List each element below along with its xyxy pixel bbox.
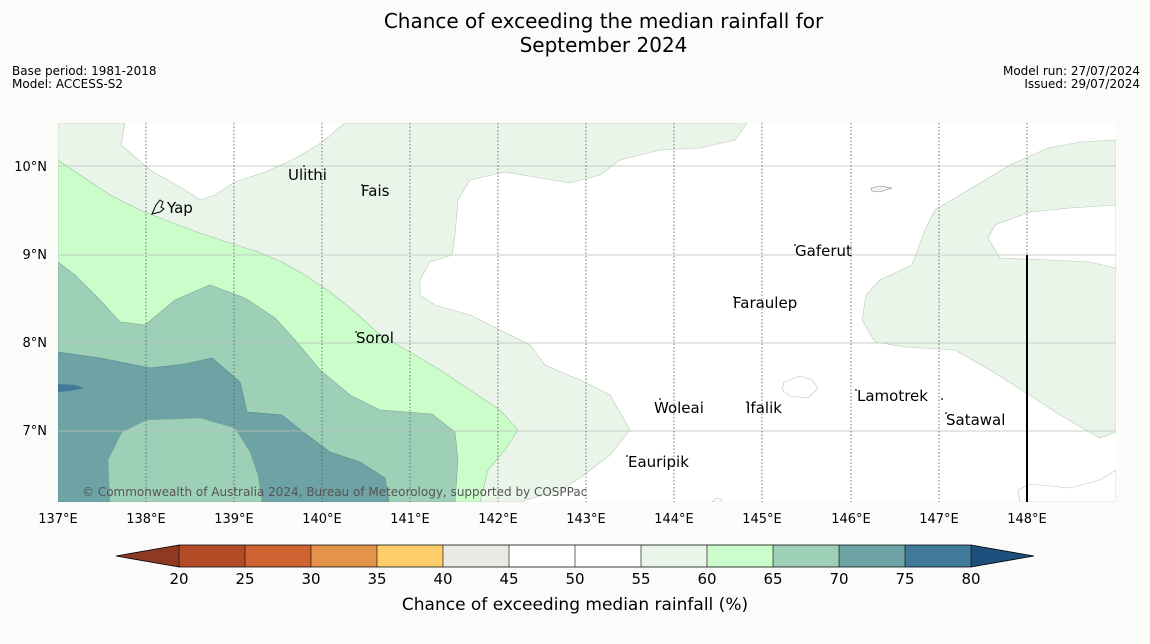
colorbar-tick-50: 50 bbox=[565, 570, 584, 588]
region-low-hole-east bbox=[987, 204, 1116, 269]
place-woleai: Woleai bbox=[654, 399, 704, 417]
region-low-hole-corner bbox=[1017, 469, 1116, 502]
colorbar: 20 25 30 35 40 45 50 55 60 65 70 75 80 C… bbox=[115, 544, 1035, 615]
region-low-hole-small bbox=[781, 375, 819, 399]
colorbar-segment-25-30 bbox=[245, 545, 311, 567]
lat-label-7n: 7°N bbox=[23, 424, 48, 439]
lon-label-148e: 148°E bbox=[1007, 512, 1047, 527]
title-line-1: Chance of exceeding the median rainfall … bbox=[383, 9, 824, 33]
map-title: Chance of exceeding the median rainfall … bbox=[0, 9, 1150, 57]
lon-label-137e: 137°E bbox=[38, 512, 78, 527]
colorbar-segment-50-55 bbox=[575, 545, 641, 567]
lon-label-145e: 145°E bbox=[742, 512, 782, 527]
colorbar-segment-40-45 bbox=[443, 545, 509, 567]
colorbar-tick-65: 65 bbox=[763, 570, 782, 588]
place-fais: Fais bbox=[361, 182, 390, 200]
colorbar-high-extension bbox=[971, 545, 1034, 567]
marker-gaferut bbox=[794, 244, 796, 246]
colorbar-segment-55-60 bbox=[641, 545, 707, 567]
marker-ifalik bbox=[746, 401, 748, 403]
colorbar-tick-35: 35 bbox=[367, 570, 386, 588]
lat-label-9n: 9°N bbox=[23, 248, 48, 263]
lat-label-10n: 10°N bbox=[14, 160, 47, 175]
colorbar-tick-45: 45 bbox=[499, 570, 518, 588]
place-satawal: Satawal bbox=[946, 411, 1005, 429]
lat-label-8n: 8°N bbox=[23, 336, 48, 351]
region-75-80 bbox=[58, 384, 84, 392]
island-north-east bbox=[870, 185, 893, 193]
colorbar-segment-75-80 bbox=[905, 545, 971, 567]
marker-sorol bbox=[355, 331, 357, 333]
lon-label-141e: 141°E bbox=[390, 512, 430, 527]
colorbar-tick-40: 40 bbox=[433, 570, 452, 588]
lon-labels: 137°E 138°E 139°E 140°E 141°E 142°E 143°… bbox=[38, 512, 1047, 527]
place-eauripik: Eauripik bbox=[628, 453, 689, 471]
colorbar-tick-30: 30 bbox=[301, 570, 320, 588]
copyright-notice: © Commonwealth of Australia 2024, Bureau… bbox=[82, 485, 587, 499]
colorbar-tick-75: 75 bbox=[895, 570, 914, 588]
colorbar-tick-55: 55 bbox=[631, 570, 650, 588]
region-65-70-pocket bbox=[107, 417, 263, 502]
model-name: Model: ACCESS-S2 bbox=[12, 77, 124, 91]
island-yap-outline bbox=[151, 199, 165, 215]
lon-label-140e: 140°E bbox=[302, 512, 342, 527]
island-south-edge bbox=[711, 497, 723, 502]
colorbar-title: Chance of exceeding median rainfall (%) bbox=[402, 595, 748, 615]
lon-label-144e: 144°E bbox=[654, 512, 694, 527]
marker-eauripik bbox=[626, 455, 628, 457]
lon-grid bbox=[145, 123, 940, 502]
run-info: Model run: 27/07/2024 Issued: 29/07/2024 bbox=[1003, 65, 1140, 91]
issued-date: Issued: 29/07/2024 bbox=[1024, 77, 1140, 91]
lon-label-142e: 142°E bbox=[478, 512, 518, 527]
colorbar-segment-30-35 bbox=[311, 545, 377, 567]
colorbar-tick-20: 20 bbox=[169, 570, 188, 588]
base-info: Base period: 1981-2018 Model: ACCESS-S2 bbox=[12, 65, 157, 91]
colorbar-tick-70: 70 bbox=[829, 570, 848, 588]
lon-label-138e: 138°E bbox=[126, 512, 166, 527]
base-period: Base period: 1981-2018 bbox=[12, 64, 157, 78]
place-gaferut: Gaferut bbox=[795, 242, 852, 260]
lon-label-139e: 139°E bbox=[214, 512, 254, 527]
title-line-2: September 2024 bbox=[519, 33, 688, 57]
model-run: Model run: 27/07/2024 bbox=[1002, 64, 1140, 78]
colorbar-tick-25: 25 bbox=[235, 570, 254, 588]
marker-woleai bbox=[659, 398, 661, 400]
colorbar-tick-80: 80 bbox=[961, 570, 980, 588]
place-sorol: Sorol bbox=[356, 329, 394, 347]
island-markers bbox=[303, 165, 947, 457]
lon-label-147e: 147°E bbox=[919, 512, 959, 527]
marker-ulithi bbox=[303, 165, 305, 167]
marker-lamotrek-east bbox=[941, 398, 943, 400]
colorbar-segment-35-40 bbox=[377, 545, 443, 567]
lon-label-143e: 143°E bbox=[566, 512, 606, 527]
marker-fais bbox=[361, 184, 363, 186]
colorbar-low-extension bbox=[116, 545, 179, 567]
place-ifalik: Ifalik bbox=[746, 399, 782, 417]
colorbar-segment-60-65 bbox=[707, 545, 773, 567]
place-yap: Yap bbox=[166, 199, 193, 217]
place-lamotrek: Lamotrek bbox=[857, 387, 928, 405]
place-ulithi: Ulithi bbox=[288, 166, 327, 184]
colorbar-segment-20-25 bbox=[179, 545, 245, 567]
lon-label-146e: 146°E bbox=[831, 512, 871, 527]
marker-satawal bbox=[945, 412, 947, 414]
colorbar-dividers bbox=[178, 545, 972, 567]
map-panel bbox=[58, 123, 1116, 502]
marker-lamotrek bbox=[855, 389, 857, 391]
colorbar-segment-45-50 bbox=[509, 545, 575, 567]
place-faraulep: Faraulep bbox=[733, 294, 797, 312]
colorbar-segment-65-70 bbox=[773, 545, 839, 567]
colorbar-segment-70-75 bbox=[839, 545, 905, 567]
marker-faraulep bbox=[733, 296, 735, 298]
colorbar-tick-60: 60 bbox=[697, 570, 716, 588]
